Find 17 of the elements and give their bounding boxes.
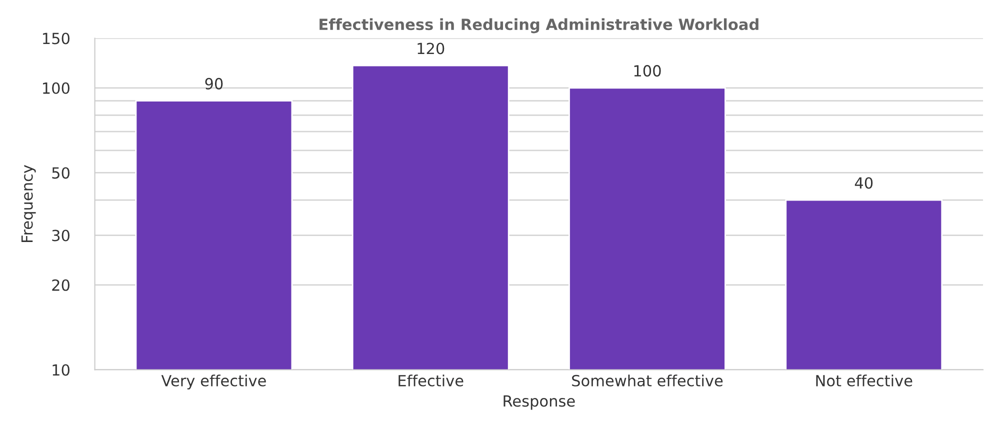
chart-title: Effectiveness in Reducing Administrative Workload — [320, 18, 758, 34]
y-tick-label: 50 — [52, 167, 70, 179]
y-tick-label: 10 — [52, 364, 70, 376]
x-tick-label: Not effective — [816, 374, 912, 386]
y-tick-label: 100 — [43, 82, 70, 94]
x-tick-label: Very effective — [161, 374, 266, 390]
x-tick-label: Somewhat effective — [572, 374, 723, 386]
data-label: 40 — [854, 177, 873, 189]
y-tick-label: 150 — [43, 32, 70, 44]
data-label: 90 — [205, 78, 223, 90]
y-axis-title: Frequency — [21, 164, 36, 242]
x-axis-title: Response — [504, 395, 575, 410]
y-tick-label: 20 — [52, 279, 70, 291]
data-label: 100 — [634, 65, 661, 77]
data-label: 120 — [418, 42, 444, 54]
x-tick-label: Effective — [398, 374, 464, 386]
y-tick-label: 30 — [52, 230, 70, 242]
